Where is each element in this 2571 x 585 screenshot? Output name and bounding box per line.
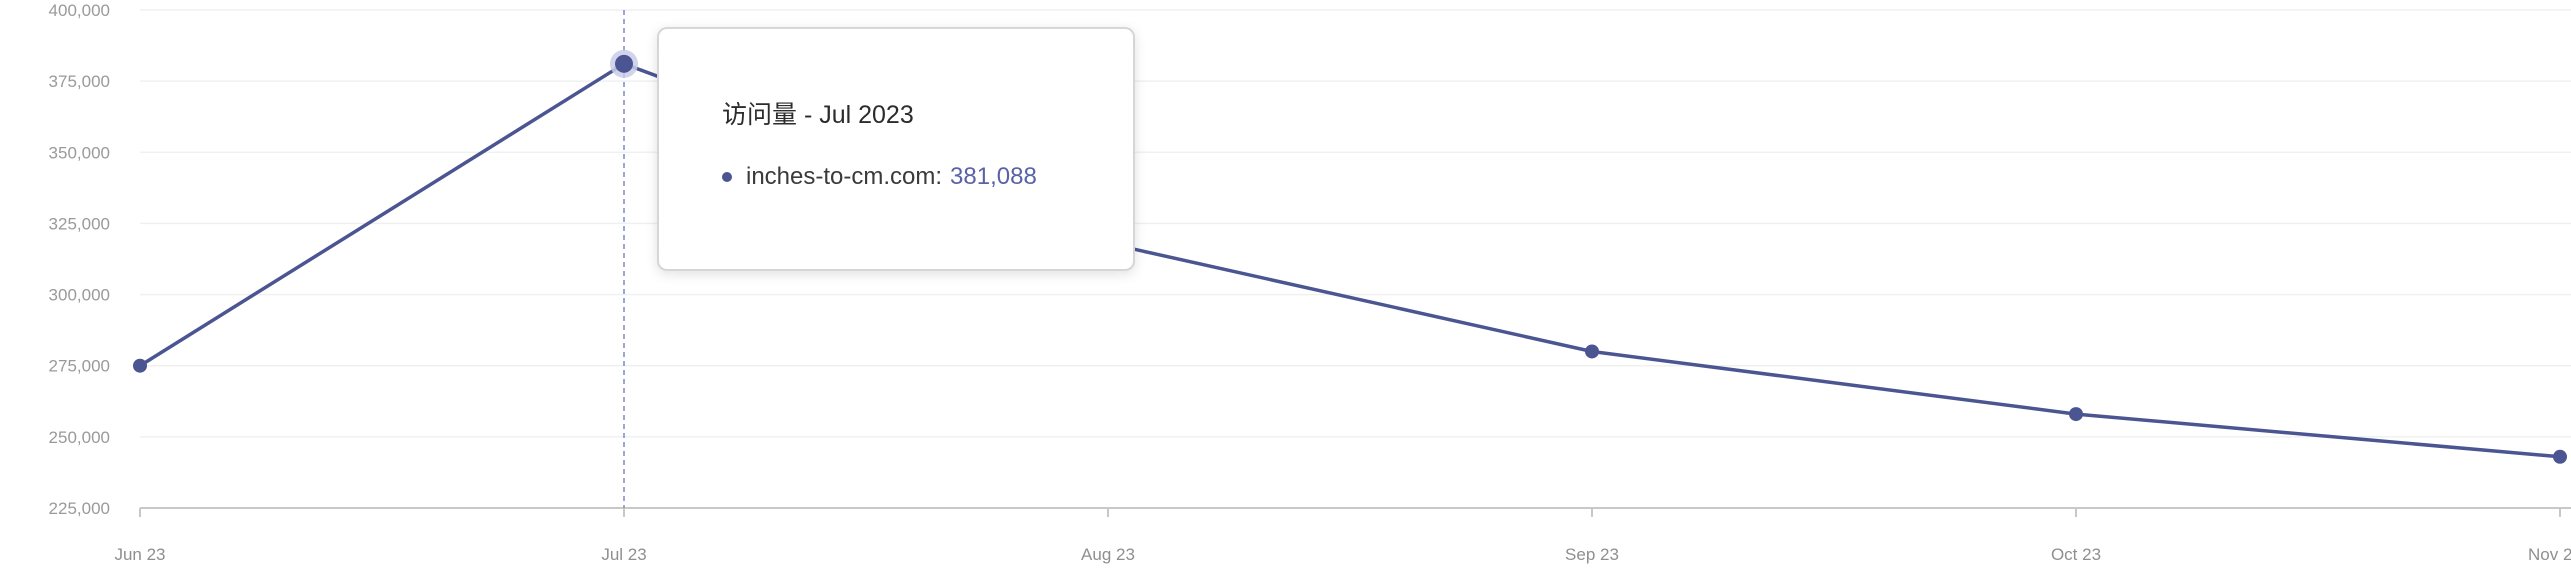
y-tick-label: 350,000 [49,143,110,162]
y-tick-label: 275,000 [49,357,110,376]
x-tick-label: Aug 23 [1081,545,1135,564]
x-tick-label: Oct 23 [2051,545,2101,564]
data-point[interactable] [2553,449,2567,464]
y-tick-label: 250,000 [49,428,110,447]
series-marker-icon [722,172,732,182]
tooltip-title: 访问量 - Jul 2023 [722,101,914,129]
series-line [139,62,2561,459]
tooltip: 访问量 - Jul 2023 inches-to-cm.com: 381,088 [657,27,1135,271]
y-tick-label: 400,000 [49,1,110,20]
tooltip-value: 381,088 [950,163,1037,190]
x-tick-label: Sep 23 [1565,545,1619,564]
data-point[interactable] [133,358,147,373]
tooltip-series-label: inches-to-cm.com: [746,163,943,190]
y-axis-ticks: 225,000 250,000 275,000 300,000 325,000 350,0… [49,1,110,518]
data-point-active[interactable] [615,54,633,73]
tooltip-row: inches-to-cm.com: 381,088 [722,163,1037,191]
grid-lines [140,9,2571,438]
data-point[interactable] [1585,344,1599,359]
x-tick-label: Jun 23 [114,545,165,564]
y-tick-label: 375,000 [49,72,110,91]
x-tick-label: Jul 23 [601,545,646,564]
y-tick-label: 325,000 [49,214,110,233]
x-axis-ticks: Jun 23 Jul 23 Aug 23 Sep 23 Oct 23 Nov 23 [114,508,2571,564]
series-layer [133,49,2567,464]
data-point[interactable] [2069,407,2083,422]
y-tick-label: 225,000 [49,499,110,518]
y-tick-label: 300,000 [49,286,110,305]
x-tick-label: Nov 23 [2528,545,2571,564]
